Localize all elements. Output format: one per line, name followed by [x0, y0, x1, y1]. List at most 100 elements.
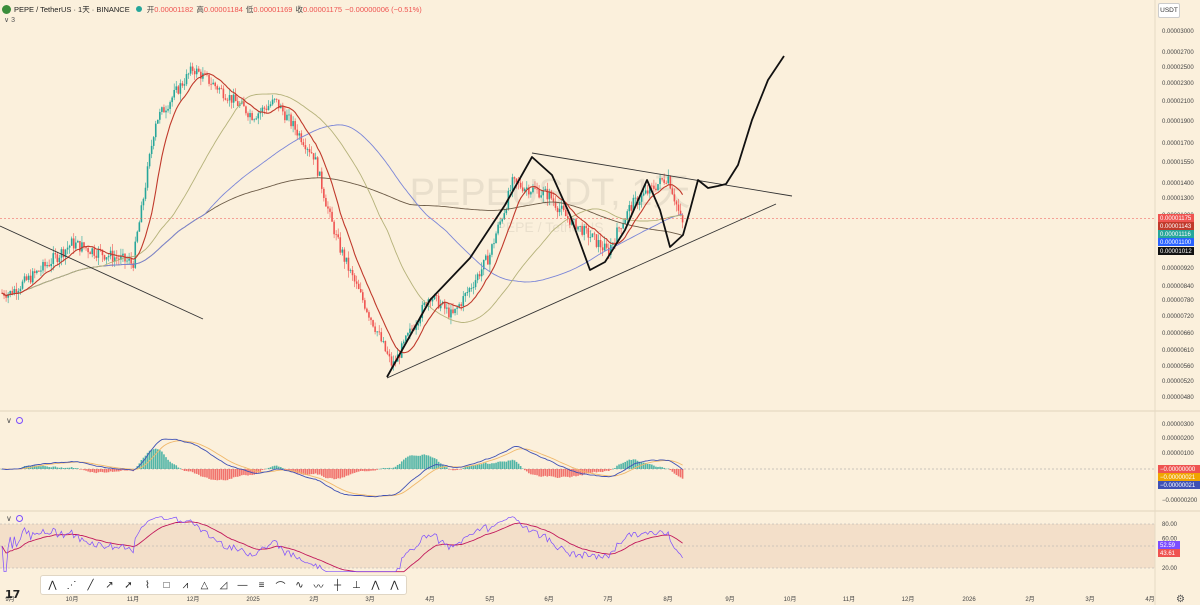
rsi-label-pill	[1158, 541, 1180, 549]
macd-bar	[314, 469, 317, 474]
pattern-abcd-tool-icon[interactable]: ⩘	[182, 579, 189, 591]
fib-retracement-tool-icon[interactable]: ≡	[258, 579, 265, 591]
candle-body	[29, 275, 32, 283]
pattern-3drives-tool-icon[interactable]: ⋀	[371, 579, 380, 591]
elliott-impulse-tool-icon[interactable]: ⋀	[390, 579, 399, 591]
macd-bar	[265, 468, 268, 470]
candle-body	[651, 185, 653, 187]
macd-bar	[83, 469, 85, 471]
macd-bar	[208, 469, 210, 479]
macd-bar	[150, 449, 153, 469]
candle-body	[362, 292, 364, 301]
price-tick-label: 0.00001300	[1162, 196, 1194, 202]
macd-histogram	[1, 448, 684, 481]
candle-body	[624, 219, 626, 224]
candle-body	[308, 149, 311, 153]
pattern-cypher-tool-icon[interactable]: ⋰	[66, 579, 77, 591]
pattern-xabcd-tool-icon[interactable]: ⋀	[48, 579, 57, 591]
low-label: 低	[245, 4, 254, 14]
candle-body	[353, 275, 356, 282]
macd-bar	[564, 469, 567, 477]
candle-body	[499, 221, 501, 225]
candle-body	[466, 291, 469, 294]
candle-body	[75, 242, 77, 249]
trend-line-tool-icon[interactable]: ╱	[87, 579, 94, 591]
candle-body	[66, 247, 69, 250]
candle-body	[113, 257, 116, 262]
macd-bar	[97, 469, 100, 473]
triangle-tool-icon[interactable]: ◿	[219, 579, 228, 591]
trend-line[interactable]	[386, 203, 777, 379]
price-tick-label: 0.00000920	[1162, 266, 1194, 272]
drawings[interactable]	[0, 55, 793, 379]
candle-body	[44, 262, 46, 267]
projection-path[interactable]	[386, 55, 785, 378]
arrow-tool-icon[interactable]: ➚	[124, 579, 133, 591]
candle-body	[634, 197, 637, 199]
candle-body	[50, 263, 52, 267]
time-tick-label: 3月	[365, 596, 374, 603]
macd-bar	[236, 469, 239, 477]
macd-bar	[232, 469, 235, 478]
ray-tool-icon[interactable]: ↗	[105, 579, 114, 591]
pattern-head-shoulders-tool-icon[interactable]: ⌒	[275, 581, 286, 593]
macd-bar	[333, 469, 335, 480]
candle-body	[569, 218, 571, 225]
macd-bar	[353, 469, 356, 473]
candle-body	[169, 102, 171, 109]
macd-bar	[191, 469, 194, 473]
pattern-elliott-tool-icon[interactable]: ∿	[295, 579, 304, 591]
trend-line[interactable]	[0, 225, 204, 320]
candle-body	[195, 68, 198, 75]
indicator-collapse-toggle[interactable]: ∨ 3	[4, 17, 15, 24]
macd-bar	[421, 454, 424, 469]
candle-body	[642, 193, 645, 196]
macd-indicator-icon[interactable]	[15, 417, 23, 424]
pattern-triangle-tool-icon[interactable]: △	[200, 579, 209, 591]
chevron-down-icon[interactable]: ∨	[6, 514, 12, 523]
rsi-indicator-icon[interactable]	[15, 515, 23, 522]
macd-bar	[259, 469, 262, 472]
macd-bar	[523, 469, 526, 471]
macd-bar	[388, 467, 391, 469]
macd-bar	[396, 464, 399, 469]
macd-bar	[327, 469, 329, 479]
long-position-tool-icon[interactable]: ⊥	[352, 579, 361, 591]
macd-bar	[154, 448, 157, 469]
horizontal-line-tool-icon[interactable]: —	[237, 579, 248, 591]
candle-body	[487, 255, 489, 265]
candle-body	[15, 289, 18, 294]
candle-body	[95, 255, 98, 258]
candle-body	[505, 209, 508, 214]
chevron-down-icon[interactable]: ∨	[6, 416, 12, 425]
candle-body	[675, 201, 678, 205]
macd-bar	[58, 467, 61, 469]
path-tool-icon[interactable]: ⌇	[145, 579, 150, 591]
currency-button[interactable]: USDT	[1158, 3, 1180, 18]
price-label-pill	[1158, 238, 1194, 246]
candle-body	[476, 274, 479, 281]
macd-bar	[560, 469, 563, 477]
macd-bar	[163, 454, 165, 469]
candle-body	[157, 119, 159, 124]
pattern-wave-tool-icon[interactable]: 〰	[313, 581, 324, 593]
rectangle-tool-icon[interactable]: □	[163, 579, 170, 591]
macd-bar	[75, 468, 77, 469]
macd-bar	[87, 469, 89, 472]
candle-body	[226, 99, 229, 101]
trend-line[interactable]	[531, 152, 793, 197]
macd-bar	[347, 469, 350, 476]
crosshair-tool-icon[interactable]: ┼	[333, 579, 342, 591]
price-label-pill	[1158, 222, 1194, 230]
symbol-title[interactable]: PEPE / TetherUS · 1天 · BINANCE	[14, 4, 130, 14]
gear-icon[interactable]: ⚙	[1176, 594, 1185, 605]
candle-body	[456, 307, 458, 309]
candle-body	[68, 245, 71, 248]
candle-body	[277, 99, 280, 109]
macd-bar	[413, 455, 415, 469]
candle-body	[550, 191, 553, 199]
macd-bar	[181, 469, 184, 470]
candle-body	[503, 213, 506, 220]
candle-body	[515, 178, 518, 183]
